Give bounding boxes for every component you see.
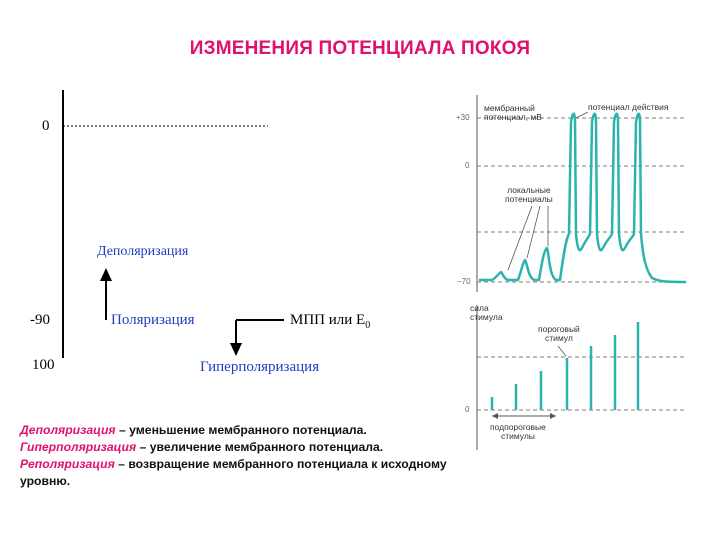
definition-text: – возвращение мембранного потенциала к и…	[20, 457, 447, 488]
polarization-label: Поляризация	[111, 312, 195, 328]
local-label-line: локальные	[507, 185, 551, 195]
stimulus-bars	[490, 322, 640, 410]
tick-m70: −70	[457, 277, 471, 286]
membrane-potential-label: мембранный потенциал, мВ	[484, 104, 542, 122]
action-pointer	[575, 111, 589, 119]
threshold-pointer	[557, 345, 567, 357]
definition-term: Деполяризация	[20, 423, 116, 437]
range-arrow-left	[492, 413, 498, 419]
depolarization-arrowhead	[100, 268, 112, 281]
action-potential-label: потенциал действия	[588, 102, 669, 112]
hyperpolarization-arrowhead	[230, 343, 242, 356]
strength-label-line: сила	[470, 303, 489, 313]
definition-text: – уменьшение мембранного потенциала.	[115, 423, 367, 437]
threshold-label-line: пороговый	[538, 324, 580, 334]
local-label-line: потенциалы	[505, 194, 553, 204]
minus90-label: -90	[30, 312, 50, 328]
depolarization-label: Деполяризация	[97, 244, 189, 259]
subthreshold-stimuli-label: подпороговые стимулы	[490, 423, 546, 441]
membrane-label-line: потенциал, мВ	[484, 112, 542, 122]
definition-repolarization: Реполяризация – возвращение мембранного …	[20, 456, 450, 490]
definitions-block: Деполяризация – уменьшение мембранного п…	[20, 422, 450, 490]
threshold-label-line: стимул	[544, 333, 573, 343]
tick-0: 0	[465, 161, 470, 170]
tick-bottom-0: 0	[465, 405, 470, 414]
definition-hyperpolarization: Гиперполяризация – увеличение мембранног…	[20, 439, 450, 456]
subthreshold-label-line: подпороговые	[490, 422, 546, 432]
page-title: ИЗМЕНЕНИЯ ПОТЕНЦИАЛА ПОКОЯ	[189, 38, 531, 59]
subthreshold-label-line: стимулы	[500, 431, 535, 441]
definition-term: Гиперполяризация	[20, 440, 137, 454]
local-pointer-1	[507, 205, 533, 271]
membrane-potential-trace	[479, 112, 687, 284]
local-potentials-label: локальные потенциалы	[505, 186, 553, 204]
threshold-stimulus-label: пороговый стимул	[538, 325, 580, 343]
mpp-subscript: 0	[365, 320, 371, 331]
definition-term: Реполяризация	[20, 457, 115, 471]
hyperpolarization-label: Гиперполяризация	[200, 359, 320, 375]
membrane-label-line: мембранный	[484, 103, 535, 113]
tick-p30: +30	[456, 113, 470, 122]
local-pointer-2	[526, 205, 541, 259]
action-potential-figure	[476, 95, 687, 450]
mpp-text: МПП или Е	[290, 312, 366, 328]
stimulus-strength-label: сила стимула	[470, 304, 503, 322]
zero-label: 0	[42, 118, 50, 134]
mpp-label: МПП или Е0	[290, 312, 370, 331]
strength-label-line: стимула	[470, 312, 503, 322]
minus100-label: 100	[32, 357, 55, 373]
definition-text: – увеличение мембранного потенциала.	[136, 440, 384, 454]
polarization-diagram	[62, 90, 284, 358]
definition-depolarization: Деполяризация – уменьшение мембранного п…	[20, 422, 450, 439]
range-arrow-right	[550, 413, 556, 419]
